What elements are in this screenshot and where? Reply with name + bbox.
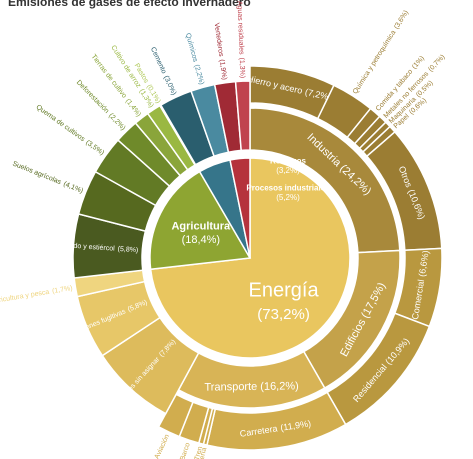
- segment-name: Quema de cultivos: [35, 104, 87, 144]
- segment-label: Químicos(2,2%): [184, 32, 205, 85]
- segment-label: Energía en agricultura y pesca(1,7%): [0, 285, 73, 312]
- segment-label: Ganado y estiércol (5,8%): [56, 241, 138, 254]
- segment-label: Suelos agrícolas(4,1%): [11, 160, 84, 194]
- segment-label: Barco: [179, 442, 191, 459]
- segment-value: (1,7%): [52, 285, 73, 295]
- pie-slice: [229, 157, 251, 259]
- segment-value: (11,9%): [280, 419, 312, 433]
- segment-value: (3,5%): [84, 139, 105, 157]
- segment-value: (2,2%): [193, 64, 205, 86]
- segment-label: Tren: [194, 446, 204, 459]
- segment-name: Barco: [179, 442, 191, 459]
- chart-title: Emisiones de gases de efecto invernadero: [8, 0, 251, 9]
- segment-value: (4,1%): [62, 181, 84, 195]
- ring-segment: [177, 350, 326, 409]
- segment-value: (5,8%): [117, 246, 138, 254]
- segment-value: (0,7%): [427, 53, 446, 73]
- segment-label: Aviación: [154, 433, 172, 459]
- segment-name: Energía en agricultura y pesca: [0, 289, 50, 312]
- pie-label-name: Agricultura: [171, 221, 231, 233]
- segment-value: (2,2%): [107, 112, 126, 132]
- segment-name: Suelos agrícolas: [11, 160, 62, 186]
- segment-label: Vertederos (1,9%): [213, 22, 228, 80]
- segment-name: Aviación: [154, 433, 172, 459]
- segment-name: Aguas residuales: [236, 1, 245, 55]
- segment-value: (3,0%): [162, 75, 177, 97]
- pie-label-name: Procesos industriales: [246, 183, 330, 192]
- pie-label-name: Energía: [249, 279, 320, 301]
- segment-value: (6,6%): [417, 250, 431, 278]
- pie-label-value: (5,2%): [276, 193, 300, 202]
- pie-label-value: (3,2%): [276, 166, 300, 175]
- segment-value: (1,4%): [124, 98, 142, 119]
- segment-value: (1,3%): [238, 57, 246, 78]
- pie-label-value: (18,4%): [182, 234, 221, 246]
- segment-name: Transporte: [204, 381, 257, 394]
- pie-slice: [149, 170, 252, 271]
- segment-value: (16,2%): [260, 380, 299, 392]
- segment-name: Vertederos: [213, 22, 225, 57]
- segment-value: (1%): [411, 55, 426, 71]
- ring-segment: [234, 80, 251, 152]
- pie-label-name: Residuos: [270, 156, 307, 165]
- segment-name: Química y petroquímica: [352, 29, 398, 95]
- pie-label-value: (73,2%): [257, 306, 310, 323]
- segment-name: Tren: [194, 446, 204, 459]
- segment-name: Químicos: [184, 32, 199, 63]
- segment-value: (1,9%): [218, 59, 228, 80]
- segment-label: Aguas residuales (1,3%): [236, 1, 246, 79]
- segment-label: Quema de cultivos(3,5%): [35, 104, 106, 157]
- segment-name: Ganado y estiércol: [56, 241, 115, 252]
- segment-value: (3,6%): [393, 9, 410, 30]
- segment-name: Deforestación: [75, 79, 110, 115]
- segment-label: Transporte (16,2%): [204, 380, 298, 393]
- segment-name: Cemento: [149, 46, 167, 75]
